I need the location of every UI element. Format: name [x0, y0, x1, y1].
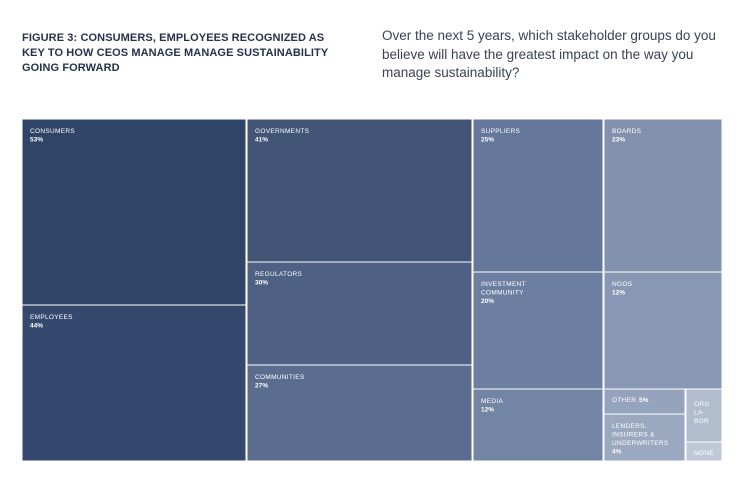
treemap-label-lenders: INSURERS &	[612, 432, 655, 439]
treemap-cell-lenders: LENDERS, INSURERS &UNDERWRITERS 4%	[603, 413, 686, 462]
treemap-value-media: 12%	[481, 407, 494, 414]
treemap-rect-employees	[21, 304, 247, 462]
treemap-label-other: OTHER	[612, 397, 636, 404]
treemap-value-ngos: 12%	[612, 290, 625, 297]
treemap-cell-communities: COMMUNITIES 27%	[246, 364, 473, 462]
treemap-value-lenders: 4%	[612, 449, 622, 456]
treemap-value-governments: 41%	[255, 137, 268, 144]
treemap-label-regulators: REGULATORS	[255, 271, 303, 278]
treemap-label-communities: COMMUNITIES	[255, 374, 305, 381]
treemap-label-lenders: UNDERWRITERS	[612, 440, 669, 447]
treemap-rect-none	[685, 441, 723, 462]
treemap-cell-other: OTHER 5%	[603, 388, 686, 415]
treemap-label-employees: EMPLOYEES	[30, 314, 73, 321]
treemap-value-consumers: 53%	[30, 137, 43, 144]
treemap-cell-none: NONE	[685, 441, 723, 462]
treemap-rect-media	[472, 388, 604, 462]
treemap-label-consumers: CONSUMERS	[30, 128, 75, 135]
treemap-rect-lenders	[603, 413, 686, 462]
treemap-label-ngos: NGOS	[612, 281, 633, 288]
treemap-cell-ngos: NGOS 12%	[603, 271, 723, 390]
treemap-value-communities: 27%	[255, 383, 268, 390]
treemap-value-regulators: 30%	[255, 280, 268, 287]
treemap-label-media: MEDIA	[481, 398, 503, 405]
treemap-label-org-labor: LA-	[694, 410, 705, 417]
treemap-rect-governments	[246, 118, 473, 263]
treemap-value-investment: 20%	[481, 298, 494, 305]
treemap-cell-media: MEDIA 12%	[472, 388, 604, 462]
treemap-rect-boards	[603, 118, 723, 273]
treemap-rect-communities	[246, 364, 473, 462]
treemap-rect-investment	[472, 271, 604, 390]
treemap-value-boards: 23%	[612, 137, 625, 144]
treemap-label-lenders: LENDERS,	[612, 423, 647, 430]
treemap-value-employees: 44%	[30, 323, 43, 330]
treemap-value-suppliers: 25%	[481, 137, 494, 144]
treemap-cell-suppliers: SUPPLIERS 25%	[472, 118, 604, 273]
treemap-label-suppliers: SUPPLIERS	[481, 128, 521, 135]
survey-question: Over the next 5 years, which stakeholder…	[382, 28, 716, 80]
treemap-cell-boards: BOARDS 23%	[603, 118, 723, 273]
figure-title: FIGURE 3: CONSUMERS, EMPLOYEES RECOGNIZE…	[22, 32, 329, 74]
treemap-rect-regulators	[246, 261, 473, 366]
treemap-label-org-labor: ORG	[694, 401, 710, 408]
treemap-cell-governments: GOVERNMENTS 41%	[246, 118, 473, 263]
treemap-label-governments: GOVERNMENTS	[255, 128, 310, 135]
treemap-cell-employees: EMPLOYEES 44%	[21, 304, 247, 462]
treemap-cell-regulators: REGULATORS 30%	[246, 261, 473, 366]
treemap-label-investment: COMMUNITY	[481, 290, 524, 297]
treemap-cell-org-labor: ORG LA-BOR	[685, 388, 723, 443]
treemap-rect-org-labor	[685, 388, 723, 443]
treemap-cell-consumers: CONSUMERS 53%	[21, 118, 247, 306]
treemap-rect-consumers	[21, 118, 247, 306]
treemap-label-none: NONE	[694, 450, 714, 457]
treemap-label-investment: INVESTMENT	[481, 281, 526, 288]
treemap-value-other: 5%	[639, 397, 649, 404]
treemap-label-boards: BOARDS	[612, 128, 642, 135]
treemap-label-org-labor: BOR	[694, 418, 709, 425]
treemap-rect-ngos	[603, 271, 723, 390]
